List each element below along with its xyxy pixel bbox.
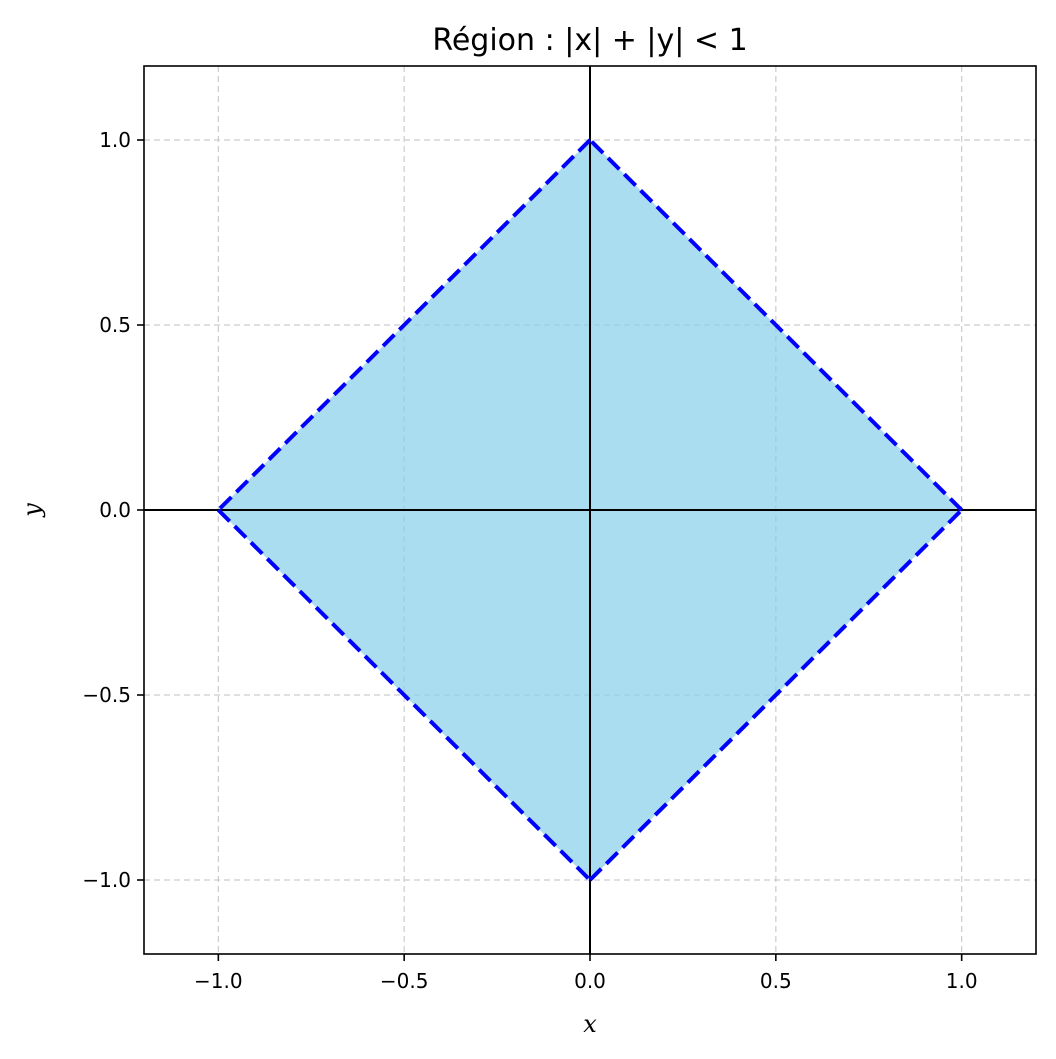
x-axis-ticks: −1.0 −0.5 0.0 0.5 1.0 xyxy=(194,954,978,993)
region-boundary-layer xyxy=(216,138,964,882)
y-tick-label: −1.0 xyxy=(82,868,131,892)
x-axis-label: x xyxy=(583,1010,597,1038)
x-tick-label: −0.5 xyxy=(380,969,429,993)
x-tick-label: 0.5 xyxy=(760,969,792,993)
x-tick-label: 1.0 xyxy=(946,969,978,993)
y-tick-label: 0.0 xyxy=(99,498,131,522)
y-tick-label: −0.5 xyxy=(82,683,131,707)
reference-lines xyxy=(144,66,1036,954)
x-tick-label: −1.0 xyxy=(194,969,243,993)
region-boundary-segment xyxy=(588,138,964,512)
region-boundary-segment xyxy=(216,508,592,882)
y-axis-ticks: −1.0 −0.5 0.0 0.5 1.0 xyxy=(82,128,144,892)
chart-title: Région : |x| + |y| < 1 xyxy=(432,23,747,58)
y-tick-label: 1.0 xyxy=(99,128,131,152)
region-boundary-segment xyxy=(216,138,592,512)
x-tick-label: 0.0 xyxy=(574,969,606,993)
y-tick-label: 0.5 xyxy=(99,313,131,337)
region-boundary-segment xyxy=(588,508,964,882)
y-axis-label: y xyxy=(18,503,46,518)
